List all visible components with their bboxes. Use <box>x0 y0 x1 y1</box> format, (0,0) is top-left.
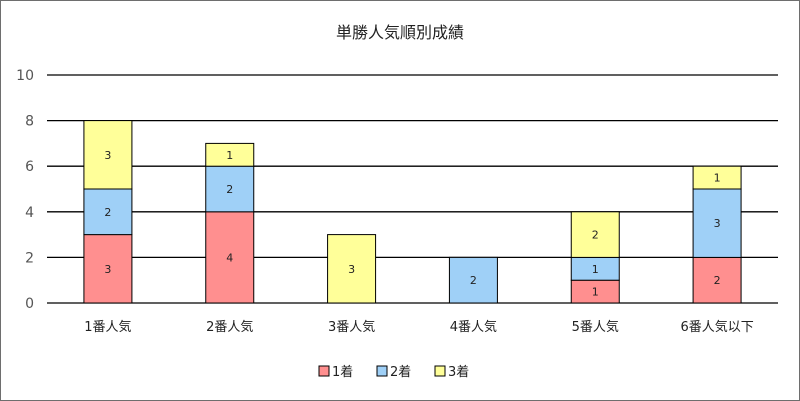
data-label: 2 <box>226 183 233 196</box>
chart-title: 単勝人気順別成績 <box>336 23 464 42</box>
data-label: 2 <box>470 274 477 287</box>
x-tick-label: 2番人気 <box>206 319 253 335</box>
legend-label: 1着 <box>332 364 353 380</box>
x-tick-label: 3番人気 <box>328 319 375 335</box>
legend-swatch <box>376 365 388 377</box>
bar-segment <box>205 211 255 304</box>
bars: 3 2 3 4 2 1 3 2 1 1 2 2 3 1 <box>83 120 742 304</box>
data-label: 3 <box>348 263 355 276</box>
y-tick-label: 2 <box>25 250 34 266</box>
legend-swatch <box>434 365 446 377</box>
x-tick-label: 6番人気以下 <box>680 319 753 335</box>
bar-segment <box>83 120 133 190</box>
x-tick-label: 4番人気 <box>450 319 497 335</box>
bar-segment <box>570 211 620 258</box>
bar-segment <box>83 234 133 304</box>
y-tick-label: 8 <box>25 114 34 130</box>
bar-segment <box>448 256 498 304</box>
data-label: 1 <box>592 286 599 299</box>
y-tick-label: 10 <box>16 68 34 84</box>
data-label: 2 <box>592 229 599 242</box>
legend-swatch <box>318 365 330 377</box>
x-tick-label: 1番人気 <box>84 319 131 335</box>
data-label: 3 <box>714 217 721 230</box>
legend-label: 2着 <box>390 364 411 380</box>
data-label: 2 <box>104 206 111 219</box>
bar-segment <box>205 142 255 167</box>
data-label: 1 <box>714 172 721 185</box>
data-label: 1 <box>226 149 233 162</box>
data-label: 4 <box>226 251 233 264</box>
bar-segment <box>692 188 742 258</box>
data-label: 2 <box>714 274 721 287</box>
grid-lines <box>47 74 778 304</box>
legend-label: 3着 <box>448 364 469 380</box>
y-tick-label: 6 <box>25 159 34 175</box>
data-label: 1 <box>592 263 599 276</box>
y-tick-label: 0 <box>25 296 34 312</box>
x-tick-label: 5番人気 <box>572 319 619 335</box>
bar-segment <box>327 234 377 304</box>
data-label: 3 <box>104 149 111 162</box>
data-label: 3 <box>104 263 111 276</box>
bar-segment <box>692 256 742 304</box>
y-tick-label: 4 <box>25 205 34 221</box>
y-axis: 0 2 4 6 8 10 <box>16 68 34 312</box>
bar-segment <box>205 165 255 213</box>
x-axis: 1番人気 2番人気 3番人気 4番人気 5番人気 6番人気以下 <box>84 319 753 335</box>
bar-segment <box>83 188 133 236</box>
bar-segment <box>692 165 742 190</box>
legend[interactable]: 1着 2着 3着 <box>318 364 469 380</box>
